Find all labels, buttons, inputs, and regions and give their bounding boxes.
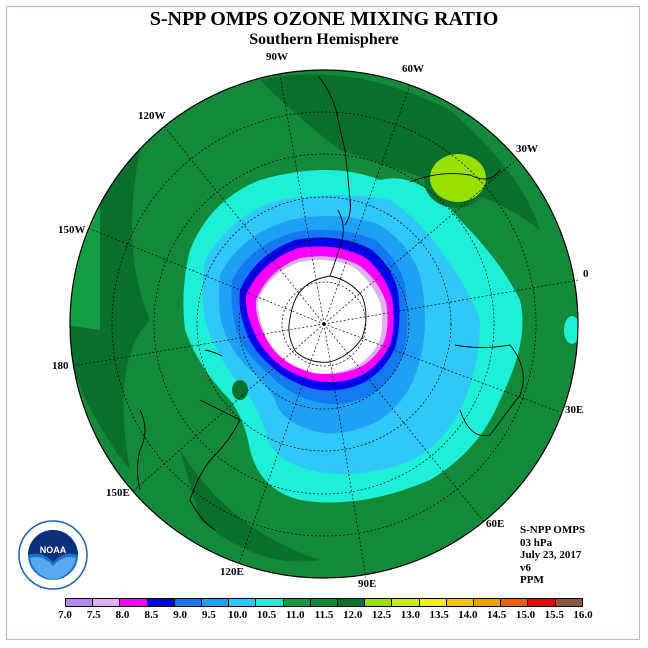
colorbar-swatch (202, 599, 230, 606)
graticule (71, 74, 579, 579)
island-coast (204, 349, 223, 357)
colorbar-swatch (310, 599, 339, 606)
colorbar-tick-label: 7.5 (86, 609, 101, 621)
info-units: PPM (520, 574, 544, 586)
colorbar-swatch (66, 599, 94, 606)
south-america-east-coast (409, 169, 501, 183)
coastlines (137, 75, 524, 531)
colorbar-swatch (147, 599, 175, 606)
colorbar-tick-label: 11.0 (285, 609, 305, 621)
colorbar-tick-label: 8.5 (144, 609, 159, 621)
colorbar-tick-label: 9.5 (202, 609, 216, 621)
colorbar-tick-label: 9.0 (173, 609, 187, 621)
antarctic-peninsula (329, 209, 344, 277)
label-60e: 60E (486, 518, 505, 530)
colorbar-tick-label: 10.0 (228, 609, 248, 621)
no-data-polar-night (257, 260, 383, 374)
label-150e: 150E (106, 487, 130, 499)
label-120w: 120W (138, 110, 166, 122)
cyan-edge-patch (564, 316, 578, 344)
new-zealand-coast (137, 409, 146, 491)
label-30w: 30W (516, 143, 538, 155)
label-120e: 120E (220, 566, 244, 578)
colorbar-swatch (555, 599, 582, 606)
ozone-band-12-0 (430, 154, 486, 202)
colorbar-tick-label: 15.0 (515, 609, 536, 621)
colorbar-tick-label: 8.0 (115, 609, 130, 621)
map-boundary (69, 69, 579, 579)
colorbar (65, 598, 583, 607)
colorbar-tick-label: 15.5 (544, 609, 564, 621)
figure-frame (6, 6, 640, 640)
colorbar-tick-label: 12.5 (371, 609, 392, 621)
info-instrument: S-NPP OMPS (520, 524, 586, 536)
noaa-logo-text: NOAA (40, 545, 67, 555)
colorbar-swatch (229, 599, 257, 606)
label-150w: 150W (58, 224, 86, 236)
colorbar-swatch (392, 599, 420, 606)
label-0: 0 (583, 268, 589, 280)
dark-patch-small (232, 380, 248, 400)
colorbar-tick-label: 13.0 (400, 609, 420, 621)
africa-coast (454, 344, 524, 437)
colorbar-swatch (338, 599, 366, 606)
colorbar-swatch (174, 599, 203, 606)
dark-green-region-south (180, 450, 320, 562)
antarctica-coast (288, 275, 367, 363)
colorbar-swatch (528, 599, 556, 606)
label-30e: 30E (565, 404, 584, 416)
map-subtitle: Southern Hemisphere (249, 31, 399, 48)
colorbar-swatch (446, 599, 475, 606)
colorbar-tick-label: 7.0 (58, 609, 72, 621)
colorbar-swatch (419, 599, 447, 606)
colorbar-swatch (501, 599, 529, 606)
colorbar-swatch (256, 599, 284, 606)
south-america-coast (317, 75, 351, 226)
colorbar-ticks: 7.0 7.5 8.0 8.5 9.0 9.5 10.0 10.5 11.0 11.5 12.0 12… (0, 609, 648, 623)
label-60w: 60W (402, 63, 424, 75)
colorbar-tick-label: 13.5 (429, 609, 449, 621)
south-pole-marker (322, 322, 326, 326)
map-title: S-NPP OMPS OZONE MIXING RATIO (149, 8, 499, 30)
colorbar-swatch (474, 599, 502, 606)
colorbar-tick-label: 11.5 (314, 609, 334, 621)
label-180: 180 (52, 360, 69, 372)
info-version: v6 (520, 561, 531, 574)
colorbar-tick-label: 14.5 (487, 609, 507, 621)
colorbar-tick-label: 16.0 (573, 609, 593, 621)
product-info: S-NPP OMPS 03 hPa July 23, 2017 v6 PPM (520, 524, 585, 587)
colorbar-tick-label: 10.5 (256, 609, 277, 621)
colorbar-swatch (283, 599, 311, 606)
colorbar-swatch (120, 599, 148, 606)
label-90w: 90W (266, 51, 288, 63)
label-90e: 90E (358, 578, 377, 590)
colorbar-swatch (93, 599, 121, 606)
australia-coast (189, 399, 241, 531)
info-level: 03 hPa (520, 536, 553, 549)
colorbar-swatch (365, 599, 393, 606)
info-date: July 23, 2017 (520, 549, 582, 561)
noaa-logo: NOAA (18, 520, 88, 590)
colorbar-tick-label: 14.0 (458, 609, 478, 621)
colorbar-tick-label: 12.0 (343, 609, 363, 621)
